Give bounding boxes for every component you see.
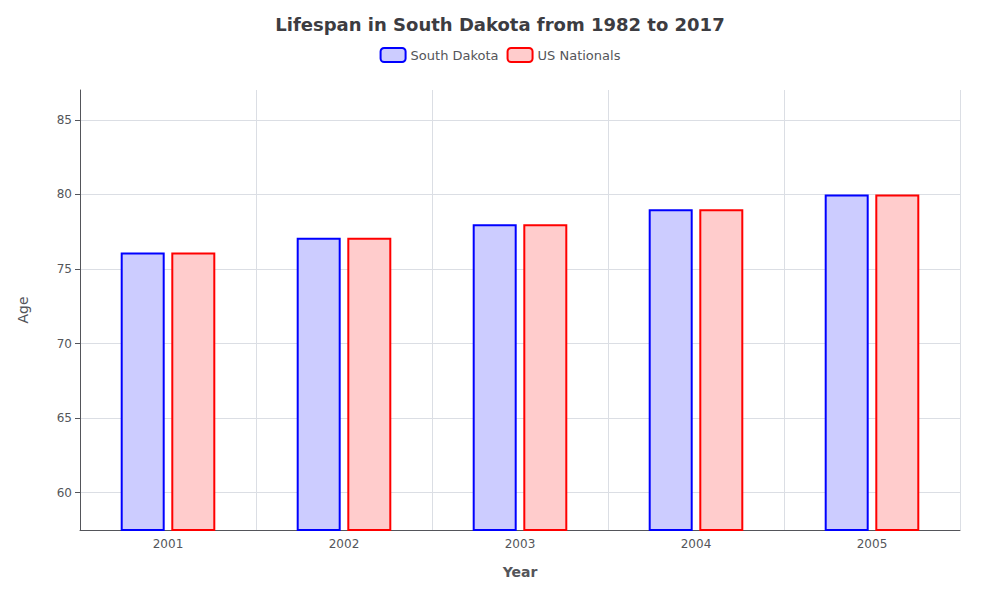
svg-text:Lifespan in South Dakota from: Lifespan in South Dakota from 1982 to 20… [275,14,724,35]
svg-text:60: 60 [57,486,72,500]
svg-text:65: 65 [57,411,72,425]
svg-text:Year: Year [502,564,538,580]
svg-text:US Nationals: US Nationals [538,48,621,63]
svg-text:80: 80 [57,187,72,201]
svg-text:85: 85 [57,113,72,127]
svg-text:75: 75 [57,262,72,276]
svg-text:2002: 2002 [329,537,360,551]
svg-text:2001: 2001 [153,537,184,551]
svg-text:South Dakota: South Dakota [411,48,499,63]
svg-text:70: 70 [57,337,72,351]
svg-text:2005: 2005 [857,537,888,551]
svg-text:2003: 2003 [505,537,536,551]
svg-text:Age: Age [15,296,31,323]
svg-text:2004: 2004 [681,537,712,551]
